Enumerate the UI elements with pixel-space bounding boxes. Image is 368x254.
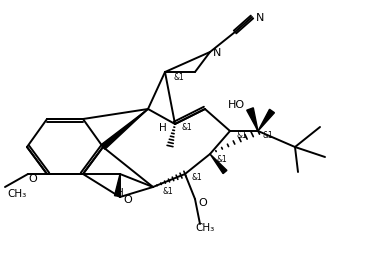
- Text: H: H: [116, 187, 124, 197]
- Polygon shape: [247, 108, 258, 132]
- Text: &1: &1: [192, 173, 202, 182]
- Text: O: O: [199, 197, 208, 207]
- Text: &1: &1: [217, 155, 227, 164]
- Text: &1: &1: [237, 130, 247, 139]
- Polygon shape: [210, 154, 227, 174]
- Text: &1: &1: [263, 130, 273, 139]
- Text: HO: HO: [227, 100, 245, 109]
- Text: &1: &1: [174, 73, 184, 82]
- Text: CH₃: CH₃: [7, 188, 26, 198]
- Text: H: H: [159, 122, 167, 133]
- Polygon shape: [114, 174, 120, 197]
- Text: O: O: [29, 173, 38, 183]
- Text: N: N: [256, 13, 264, 23]
- Text: N: N: [213, 48, 221, 58]
- Polygon shape: [258, 110, 275, 132]
- Polygon shape: [101, 109, 148, 150]
- Text: CH₃: CH₃: [195, 222, 215, 232]
- Text: &1: &1: [163, 186, 173, 195]
- Text: &1: &1: [182, 123, 192, 132]
- Text: O: O: [124, 194, 132, 204]
